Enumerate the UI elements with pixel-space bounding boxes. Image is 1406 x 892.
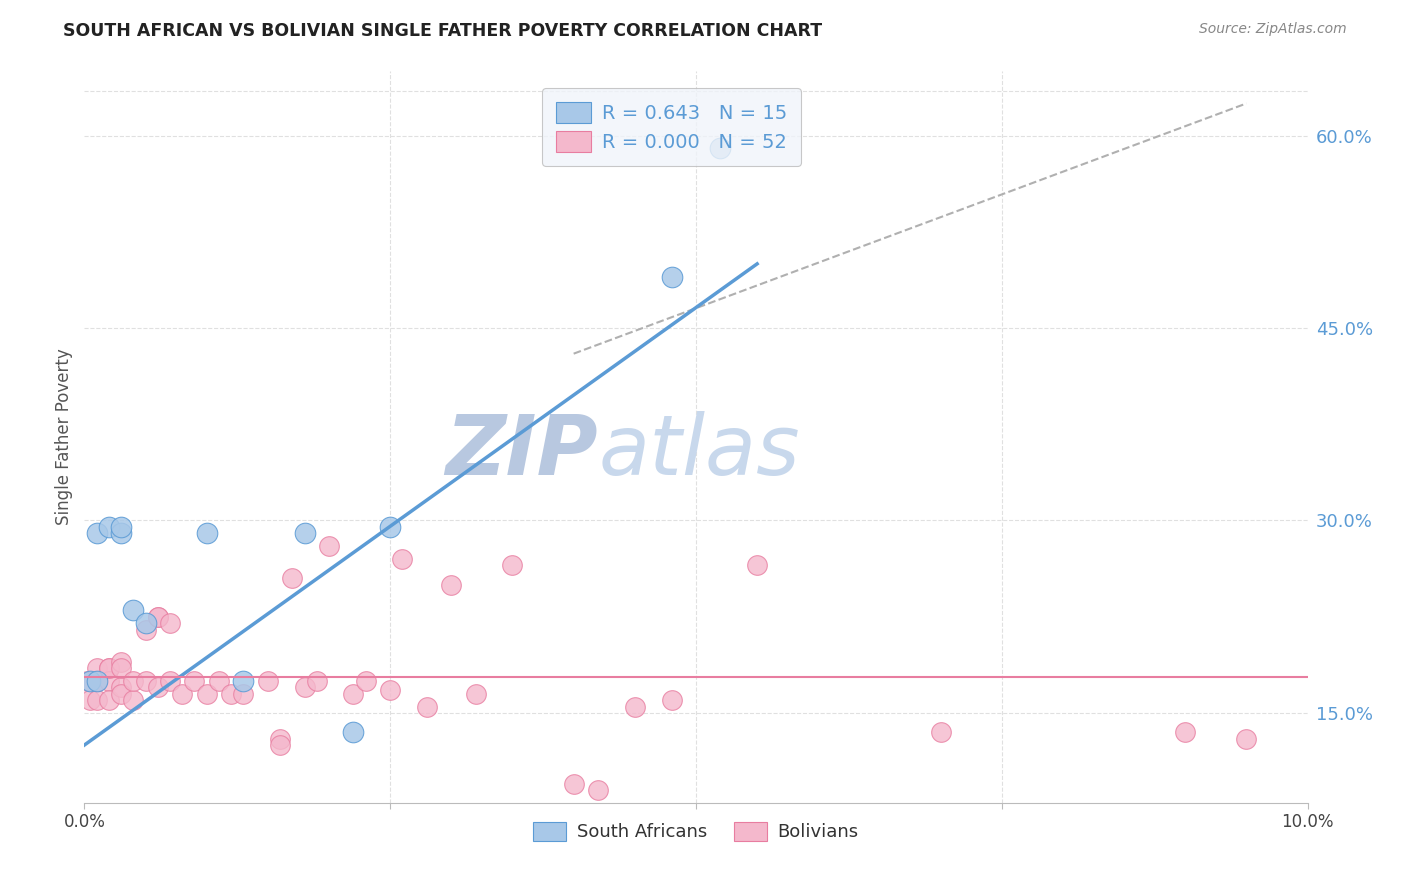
Point [97,520,120,534]
Text: ZIP: ZIP [446,411,598,492]
Point [135,673,157,688]
Point [269,738,291,752]
Point [380,520,402,534]
Point [1236,731,1258,746]
Point [172,687,194,701]
Point [97,693,120,707]
Legend: South Africans, Bolivians: South Africans, Bolivians [526,814,866,848]
Point [159,616,181,631]
Point [122,693,145,707]
Point [183,673,205,688]
Point [464,687,486,701]
Point [195,687,218,701]
Point [391,552,413,566]
Point [305,673,328,688]
Point [232,687,254,701]
Point [661,269,683,284]
Point [502,558,524,573]
Point [219,687,242,701]
Point [86,673,108,688]
Point [79,693,101,707]
Point [709,141,731,155]
Point [354,673,377,688]
Point [86,526,108,541]
Point [110,526,132,541]
Point [76,673,98,688]
Point [294,526,316,541]
Point [294,681,316,695]
Point [79,673,101,688]
Point [661,693,683,707]
Point [159,673,181,688]
Point [440,577,463,591]
Point [416,699,439,714]
Point [208,673,231,688]
Text: atlas: atlas [598,411,800,492]
Point [135,623,157,637]
Point [110,520,132,534]
Point [586,783,609,797]
Point [281,571,304,585]
Point [122,673,145,688]
Point [146,681,169,695]
Point [110,681,132,695]
Point [110,687,132,701]
Point [146,609,169,624]
Point [135,616,157,631]
Point [257,673,280,688]
Point [929,725,952,739]
Point [318,539,340,553]
Point [624,699,647,714]
Point [97,661,120,675]
Point [146,609,169,624]
Point [195,526,218,541]
Point [110,661,132,675]
Point [342,687,364,701]
Point [86,673,108,688]
Point [97,661,120,675]
Point [110,655,132,669]
Point [380,682,402,697]
Point [1174,725,1197,739]
Point [342,725,364,739]
Point [232,673,254,688]
Point [562,776,585,790]
Point [747,558,769,573]
Point [86,661,108,675]
Text: Source: ZipAtlas.com: Source: ZipAtlas.com [1199,22,1347,37]
Text: SOUTH AFRICAN VS BOLIVIAN SINGLE FATHER POVERTY CORRELATION CHART: SOUTH AFRICAN VS BOLIVIAN SINGLE FATHER … [63,22,823,40]
Y-axis label: Single Father Poverty: Single Father Poverty [55,349,73,525]
Point [122,603,145,617]
Point [269,731,291,746]
Point [97,673,120,688]
Point [86,673,108,688]
Point [86,693,108,707]
